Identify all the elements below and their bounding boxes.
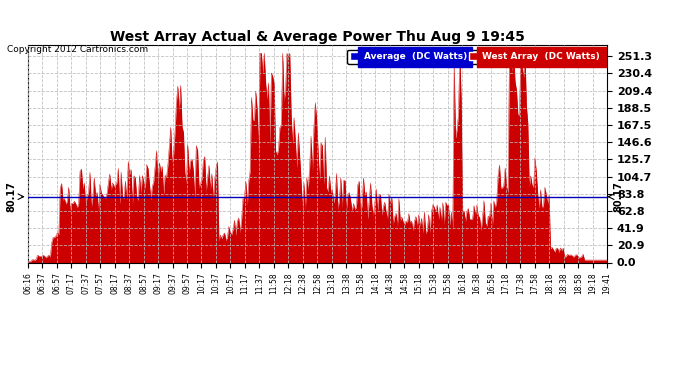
Title: West Array Actual & Average Power Thu Aug 9 19:45: West Array Actual & Average Power Thu Au… (110, 30, 525, 44)
Text: 80.17: 80.17 (613, 181, 623, 212)
Text: 80.17: 80.17 (6, 181, 16, 212)
Legend: Average  (DC Watts), West Array  (DC Watts): Average (DC Watts), West Array (DC Watts… (347, 50, 602, 64)
Text: Copyright 2012 Cartronics.com: Copyright 2012 Cartronics.com (7, 45, 148, 54)
